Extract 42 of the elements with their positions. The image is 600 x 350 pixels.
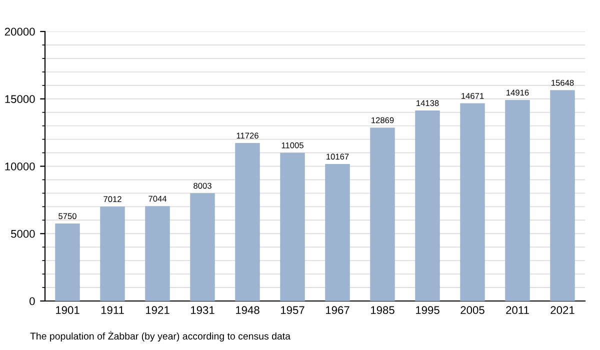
bar [100,206,125,301]
bar [550,90,575,301]
bar [55,224,80,301]
bar [145,206,170,301]
data-label: 10167 [326,154,349,160]
x-tick-label: 1911 [101,306,124,314]
x-tick-label: 2011 [506,306,529,314]
bar [190,193,215,301]
bar [280,152,305,301]
x-tick-label: 1921 [146,306,170,314]
data-label: 12869 [372,117,394,124]
x-tick-label: 1931 [190,306,214,314]
x-tick-label: 1901 [56,306,80,314]
bar [460,103,485,301]
data-label: 5750 [58,213,76,220]
x-tick-label: 1985 [370,306,394,314]
bar [325,164,350,301]
text: The population of Żabbar (by year) according to census data [30,331,290,342]
x-tick-label: 2021 [550,306,574,314]
data-label: 8003 [194,182,212,189]
data-label: 15648 [552,80,574,86]
bar [370,128,395,301]
y-tick-label: 0 [30,297,35,306]
y-tick-label: 5000 [11,230,35,238]
x-tick-label: 1967 [326,306,350,314]
data-label: 7044 [148,196,167,202]
data-label: 11726 [236,132,258,139]
data-label: 14671 [462,92,484,99]
data-label: 7012 [104,196,122,202]
y-tick-label: 15000 [5,95,35,104]
data-label: 11005 [282,142,304,148]
data-label: 14138 [416,100,439,106]
y-tick-label: 20000 [4,28,35,36]
y-tick-label: 10000 [5,162,35,170]
x-tick-label: 1948 [236,306,260,314]
data-label: 14916 [506,90,529,96]
x-tick-label: 1995 [416,306,440,314]
x-tick-label: 2005 [460,306,484,314]
bar [415,110,440,301]
bar [235,142,260,301]
bar [505,100,530,301]
x-tick-label: 1957 [280,306,304,314]
